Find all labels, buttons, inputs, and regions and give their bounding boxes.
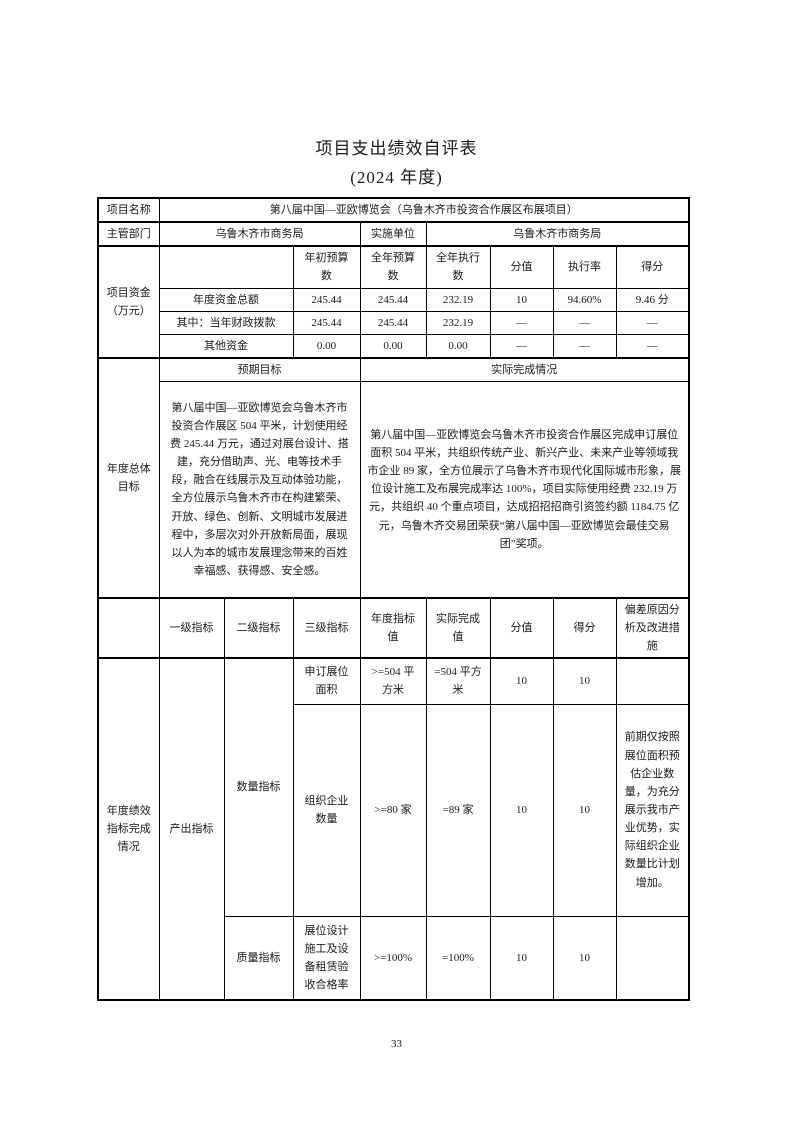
- indicator-target: >=80 家: [359, 703, 427, 917]
- empty-cell: [97, 596, 160, 659]
- indicator-header-deviation: 偏差原因分析及改进措施: [615, 596, 690, 659]
- indicators-section-label: 年度绩效指标完成情况: [97, 657, 160, 1001]
- indicator-header-actual: 实际完成值: [425, 596, 491, 659]
- dept-value: 乌鲁木齐市商务局: [158, 221, 361, 247]
- funds-value: —: [552, 333, 617, 359]
- indicator-target: >=100%: [359, 915, 427, 1001]
- funds-value: 94.60%: [552, 287, 617, 312]
- actual-completion-text: 第八届中国—亚欧博览会乌鲁木齐市投资合作展区完成申订展位面积 504 平米，共组…: [359, 381, 690, 599]
- funds-row-label: 其他资金: [158, 333, 294, 359]
- funds-section-label: 项目资金（万元）: [97, 245, 160, 359]
- funds-value: 245.44: [292, 287, 361, 312]
- level2-indicator-quantity: 数量指标: [223, 657, 294, 917]
- self-evaluation-table: 项目名称 第八届中国—亚欧博览会（乌鲁木齐市投资合作展区布展项目） 主管部门 乌…: [97, 197, 690, 1002]
- indicator-actual: =89 家: [425, 703, 491, 917]
- funds-value: 0.00: [425, 333, 491, 359]
- indicator-target: >=504 平方米: [359, 657, 427, 705]
- indicator-name: 展位设计施工及设备租赁验收合格率: [292, 915, 361, 1001]
- document-title: 项目支出绩效自评表: [315, 139, 478, 158]
- level1-indicator-output: 产出指标: [158, 657, 225, 1001]
- row-indicator-booth-area: 年度绩效指标完成情况 产出指标 数量指标 申订展位面积 >=504 平方米 =5…: [97, 657, 690, 1001]
- funds-header-points: 分值: [489, 245, 554, 289]
- indicator-deviation: [615, 657, 690, 705]
- row-funds-header: 项目资金（万元） 年初预算数 全年预算数 全年执行数 分值 执行率 得分: [97, 245, 690, 359]
- indicator-actual: =504 平方米: [425, 657, 491, 705]
- annual-goal-section-label: 年度总体目标: [97, 356, 160, 599]
- funds-value: 245.44: [359, 287, 427, 312]
- indicator-actual: =100%: [425, 915, 491, 1001]
- row-project-name: 项目名称 第八届中国—亚欧博览会（乌鲁木齐市投资合作展区布展项目）: [97, 197, 690, 223]
- indicator-header-level2: 二级指标: [223, 596, 294, 659]
- funds-value: —: [489, 333, 554, 359]
- funds-header-annual-budget: 全年预算数: [359, 245, 427, 289]
- project-name-label: 项目名称: [97, 197, 160, 223]
- funds-row-label: 其中：当年财政拨款: [158, 310, 294, 335]
- indicator-points: 10: [489, 657, 554, 705]
- funds-value: —: [615, 310, 690, 335]
- indicator-points: 10: [489, 703, 554, 917]
- funds-value: 0.00: [359, 333, 427, 359]
- empty-cell: [158, 245, 294, 289]
- indicator-deviation: 前期仅按照展位面积预估企业数量，为充分展示我市产业优势，实际组织企业数量比计划增…: [615, 703, 690, 917]
- funds-row-label: 年度资金总额: [158, 287, 294, 312]
- row-indicator-headers: 一级指标 二级指标 三级指标 年度指标值 实际完成值 分值 得分 偏差原因分析及…: [97, 596, 690, 659]
- page-number: 33: [391, 1038, 402, 1050]
- impl-unit-label: 实施单位: [359, 221, 427, 247]
- expected-goal-text: 第八届中国—亚欧博览会乌鲁木齐市投资合作展区 504 平米，计划使用经费 245…: [158, 381, 361, 599]
- funds-header-score: 得分: [615, 245, 690, 289]
- funds-value: 245.44: [359, 310, 427, 335]
- funds-value: 232.19: [425, 287, 491, 312]
- funds-value: —: [489, 310, 554, 335]
- indicator-name: 申订展位面积: [292, 657, 361, 705]
- row-goal-texts: 第八届中国—亚欧博览会乌鲁木齐市投资合作展区 504 平米，计划使用经费 245…: [98, 381, 690, 599]
- funds-value: 0.00: [292, 333, 361, 359]
- indicator-header-target: 年度指标值: [359, 596, 427, 659]
- impl-unit-value: 乌鲁木齐市商务局: [425, 221, 690, 247]
- funds-header-initial-budget: 年初预算数: [292, 245, 361, 289]
- indicator-header-points: 分值: [489, 596, 554, 659]
- row-departments: 主管部门 乌鲁木齐市商务局 实施单位 乌鲁木齐市商务局: [97, 221, 690, 247]
- indicator-deviation: [615, 915, 690, 1001]
- document-subtitle: (2024 年度): [350, 168, 443, 187]
- indicator-score: 10: [552, 703, 617, 917]
- project-name-value: 第八届中国—亚欧博览会（乌鲁木齐市投资合作展区布展项目）: [158, 197, 690, 223]
- funds-header-annual-execution: 全年执行数: [425, 245, 491, 289]
- row-funds-fiscal: 其中：当年财政拨款 245.44 245.44 232.19 — — —: [98, 310, 690, 335]
- actual-completion-header: 实际完成情况: [359, 356, 690, 383]
- funds-value: —: [552, 310, 617, 335]
- row-funds-total: 年度资金总额 245.44 245.44 232.19 10 94.60% 9.…: [98, 287, 690, 312]
- expected-goal-header: 预期目标: [158, 356, 361, 383]
- funds-value: 245.44: [292, 310, 361, 335]
- funds-header-execution-rate: 执行率: [552, 245, 617, 289]
- indicator-name: 组织企业数量: [292, 703, 361, 917]
- funds-value: 232.19: [425, 310, 491, 335]
- indicator-score: 10: [552, 657, 617, 705]
- funds-value: 10: [489, 287, 554, 312]
- level2-indicator-quality: 质量指标: [223, 915, 294, 1001]
- row-goal-header: 年度总体目标 预期目标 实际完成情况: [97, 356, 690, 599]
- indicator-header-level1: 一级指标: [158, 596, 225, 659]
- funds-value: —: [615, 333, 690, 359]
- row-indicator-enterprises: 组织企业数量 >=80 家 =89 家 10 10 前期仅按照展位面积预估企业数…: [98, 703, 690, 917]
- indicator-header-score: 得分: [552, 596, 617, 659]
- row-indicator-quality: 质量指标 展位设计施工及设备租赁验收合格率 >=100% =100% 10 10: [98, 915, 690, 1001]
- funds-value: 9.46 分: [615, 287, 690, 312]
- indicator-score: 10: [552, 915, 617, 1001]
- indicator-points: 10: [489, 915, 554, 1001]
- row-funds-other: 其他资金 0.00 0.00 0.00 — — —: [98, 333, 690, 359]
- indicator-header-level3: 三级指标: [292, 596, 361, 659]
- dept-label: 主管部门: [97, 221, 160, 247]
